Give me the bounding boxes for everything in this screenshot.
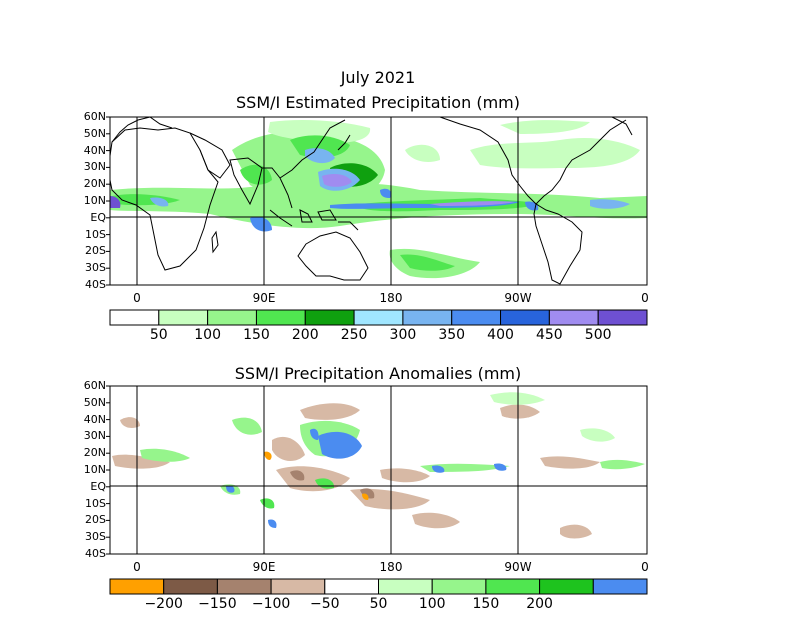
lon-label: 90W [504,560,532,574]
lat-label: 20S [85,244,106,258]
lat-label: 40N [83,412,106,426]
lat-label: 30S [85,261,106,275]
lat-label: 10S [85,496,106,510]
colorbar-swatch [109,578,165,595]
lon-label: 0 [133,560,141,574]
precip-map [106,116,648,286]
colorbar-label: −50 [310,596,340,612]
colorbar-label: 50 [149,327,168,343]
colorbar-swatch [255,309,306,326]
colorbar-label: 450 [535,327,563,343]
colorbar-label: 100 [418,596,446,612]
lat-label: 10N [83,463,106,476]
colorbar-swatch [597,309,648,326]
colorbar-swatch [216,578,272,595]
colorbar-label: 150 [472,596,500,612]
colorbar-swatch [548,309,599,326]
colorbar-swatch [500,309,550,326]
lat-label: EQ [90,210,106,224]
colorbar-label: 250 [340,327,368,343]
colorbar-swatch [485,578,541,595]
colorbar-swatch [109,309,160,326]
lat-label: 20S [85,513,106,527]
anomaly-map-title: SSM/I Precipitation Anomalies (mm) [234,364,522,383]
colorbar-swatch [431,578,487,595]
colorbar-label: 100 [194,327,221,343]
lon-label: 0 [641,291,649,305]
colorbar-swatch [451,309,502,326]
colorbar-swatch [402,309,453,326]
colorbar-label: −150 [198,596,237,612]
lat-label: EQ [90,479,106,493]
colorbar-swatch [270,578,326,595]
colorbar-swatch [163,578,218,595]
precip-map-title: SSM/I Estimated Precipitation (mm) [236,93,520,112]
colorbar-swatch [539,578,594,595]
colorbar-label: 500 [584,327,612,343]
anomaly-map [106,385,648,555]
colorbar-swatch [324,578,379,595]
colorbar-label: 50 [369,596,388,612]
colorbar-label: 150 [243,327,270,343]
colorbar-swatch [304,309,355,326]
colorbar-label: 400 [487,327,514,343]
lon-label: 90E [252,291,276,305]
lat-label: 20N [83,446,106,460]
colorbar-swatch [378,578,433,595]
lat-label: 30N [83,160,106,174]
lat-label: 10N [83,194,106,207]
lon-label: 180 [379,560,403,574]
lat-label: 50N [83,395,106,409]
lat-label: 50N [83,126,106,140]
lat-label: 60N [83,379,106,392]
colorbar-swatch [592,578,648,595]
colorbar-label: 350 [438,327,466,343]
colorbar-swatch [158,309,209,326]
lon-label: 180 [379,291,403,305]
lat-label: 30S [85,530,106,544]
lat-label: 40N [83,143,106,157]
colorbar-swatch [207,309,257,326]
colorbar-label: 300 [389,327,417,343]
lat-label: 10S [85,227,106,241]
lat-label: 60N [83,110,106,123]
lat-label: 30N [83,429,106,443]
lon-label: 90W [504,291,532,305]
colorbar-label: −200 [144,596,183,612]
lon-label: 0 [133,291,141,305]
colorbar-label: 200 [291,327,319,343]
lon-label: 90E [252,560,276,574]
lat-label: 40S [85,547,106,560]
lon-label: 0 [641,560,649,574]
colorbar-label: −100 [251,596,291,612]
colorbar-swatch [353,309,404,326]
precip-colorbar [109,309,648,326]
lat-label: 20N [83,177,106,191]
anomaly-colorbar [109,578,648,595]
month-title: July 2021 [340,68,416,87]
colorbar-label: 200 [526,596,553,612]
lat-label: 40S [85,278,106,291]
